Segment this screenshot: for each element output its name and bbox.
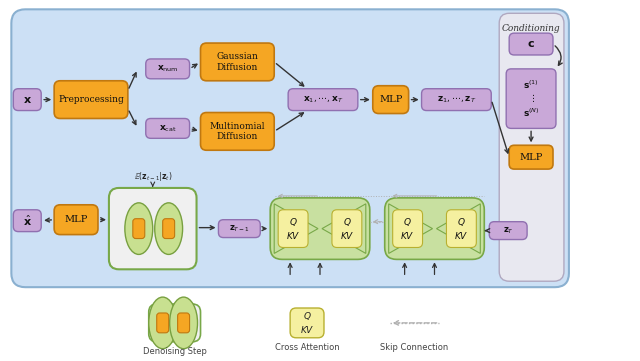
FancyBboxPatch shape [499, 13, 564, 281]
Ellipse shape [125, 203, 153, 255]
Text: Gaussian
Diffusion: Gaussian Diffusion [216, 52, 259, 71]
FancyBboxPatch shape [509, 33, 553, 55]
Text: $Q$
$KV$: $Q$ $KV$ [286, 216, 300, 241]
FancyBboxPatch shape [278, 210, 308, 248]
Text: $\mathbf{x}$: $\mathbf{x}$ [23, 95, 32, 105]
FancyBboxPatch shape [13, 210, 41, 232]
Text: $Q$
$KV$: $Q$ $KV$ [401, 216, 415, 241]
Ellipse shape [148, 297, 177, 349]
FancyBboxPatch shape [157, 313, 169, 333]
Polygon shape [274, 204, 318, 253]
Text: $\mathbb{E}(\mathbf{z}_{t-1}|\mathbf{z}_t)$: $\mathbb{E}(\mathbf{z}_{t-1}|\mathbf{z}_… [134, 170, 172, 183]
Text: $Q$
$KV$: $Q$ $KV$ [454, 216, 468, 241]
FancyBboxPatch shape [200, 43, 274, 81]
Text: $\mathbf{z}_{T-1}$: $\mathbf{z}_{T-1}$ [229, 223, 250, 234]
Text: $\mathbf{z}_T$: $\mathbf{z}_T$ [502, 225, 514, 236]
Polygon shape [436, 204, 480, 253]
Text: $\mathbf{c}$: $\mathbf{c}$ [527, 39, 535, 49]
Text: MLP: MLP [379, 95, 403, 104]
FancyBboxPatch shape [290, 308, 324, 338]
FancyBboxPatch shape [12, 9, 569, 287]
FancyBboxPatch shape [393, 210, 422, 248]
FancyBboxPatch shape [54, 205, 98, 235]
Text: $\mathbf{x}_{\mathrm{cat}}$: $\mathbf{x}_{\mathrm{cat}}$ [159, 123, 177, 134]
Text: $Q$
$KV$: $Q$ $KV$ [340, 216, 354, 241]
Ellipse shape [170, 297, 198, 349]
Polygon shape [388, 204, 433, 253]
Text: $\mathbf{s}^{(1)}$
$\vdots$
$\mathbf{s}^{(N)}$: $\mathbf{s}^{(1)}$ $\vdots$ $\mathbf{s}^… [523, 78, 540, 119]
FancyBboxPatch shape [200, 113, 274, 150]
FancyBboxPatch shape [332, 210, 362, 248]
FancyBboxPatch shape [270, 198, 370, 260]
Text: MLP: MLP [65, 215, 88, 224]
Ellipse shape [155, 203, 182, 255]
FancyBboxPatch shape [146, 59, 189, 79]
Text: $\mathbf{z}_1,\cdots,\mathbf{z}_T$: $\mathbf{z}_1,\cdots,\mathbf{z}_T$ [436, 94, 476, 105]
FancyBboxPatch shape [133, 219, 145, 239]
FancyBboxPatch shape [109, 188, 196, 269]
FancyBboxPatch shape [447, 210, 476, 248]
FancyBboxPatch shape [13, 89, 41, 110]
FancyBboxPatch shape [218, 220, 260, 238]
FancyBboxPatch shape [509, 145, 553, 169]
FancyBboxPatch shape [178, 313, 189, 333]
Text: $\mathbf{x}_1,\cdots,\mathbf{x}_T$: $\mathbf{x}_1,\cdots,\mathbf{x}_T$ [303, 94, 343, 105]
FancyBboxPatch shape [146, 118, 189, 138]
Text: Preprocessing: Preprocessing [58, 95, 124, 104]
FancyBboxPatch shape [372, 86, 408, 113]
Polygon shape [322, 204, 366, 253]
FancyBboxPatch shape [422, 89, 492, 110]
FancyBboxPatch shape [288, 89, 358, 110]
Text: $\mathbf{x}_{\mathrm{num}}$: $\mathbf{x}_{\mathrm{num}}$ [157, 64, 179, 74]
FancyBboxPatch shape [54, 81, 128, 118]
Text: $\hat{\mathbf{x}}$: $\hat{\mathbf{x}}$ [23, 213, 32, 228]
Text: Denoising Step: Denoising Step [143, 347, 207, 356]
FancyBboxPatch shape [506, 69, 556, 129]
Text: Multinomial
Diffusion: Multinomial Diffusion [210, 122, 265, 141]
Text: MLP: MLP [520, 153, 543, 162]
Text: $Q$
$KV$: $Q$ $KV$ [300, 310, 314, 335]
FancyBboxPatch shape [148, 304, 200, 342]
FancyBboxPatch shape [385, 198, 484, 260]
Text: Conditioning: Conditioning [502, 24, 561, 33]
FancyBboxPatch shape [163, 219, 175, 239]
Text: Skip Connection: Skip Connection [380, 343, 449, 352]
Text: Cross Attention: Cross Attention [275, 343, 339, 352]
FancyBboxPatch shape [489, 222, 527, 240]
